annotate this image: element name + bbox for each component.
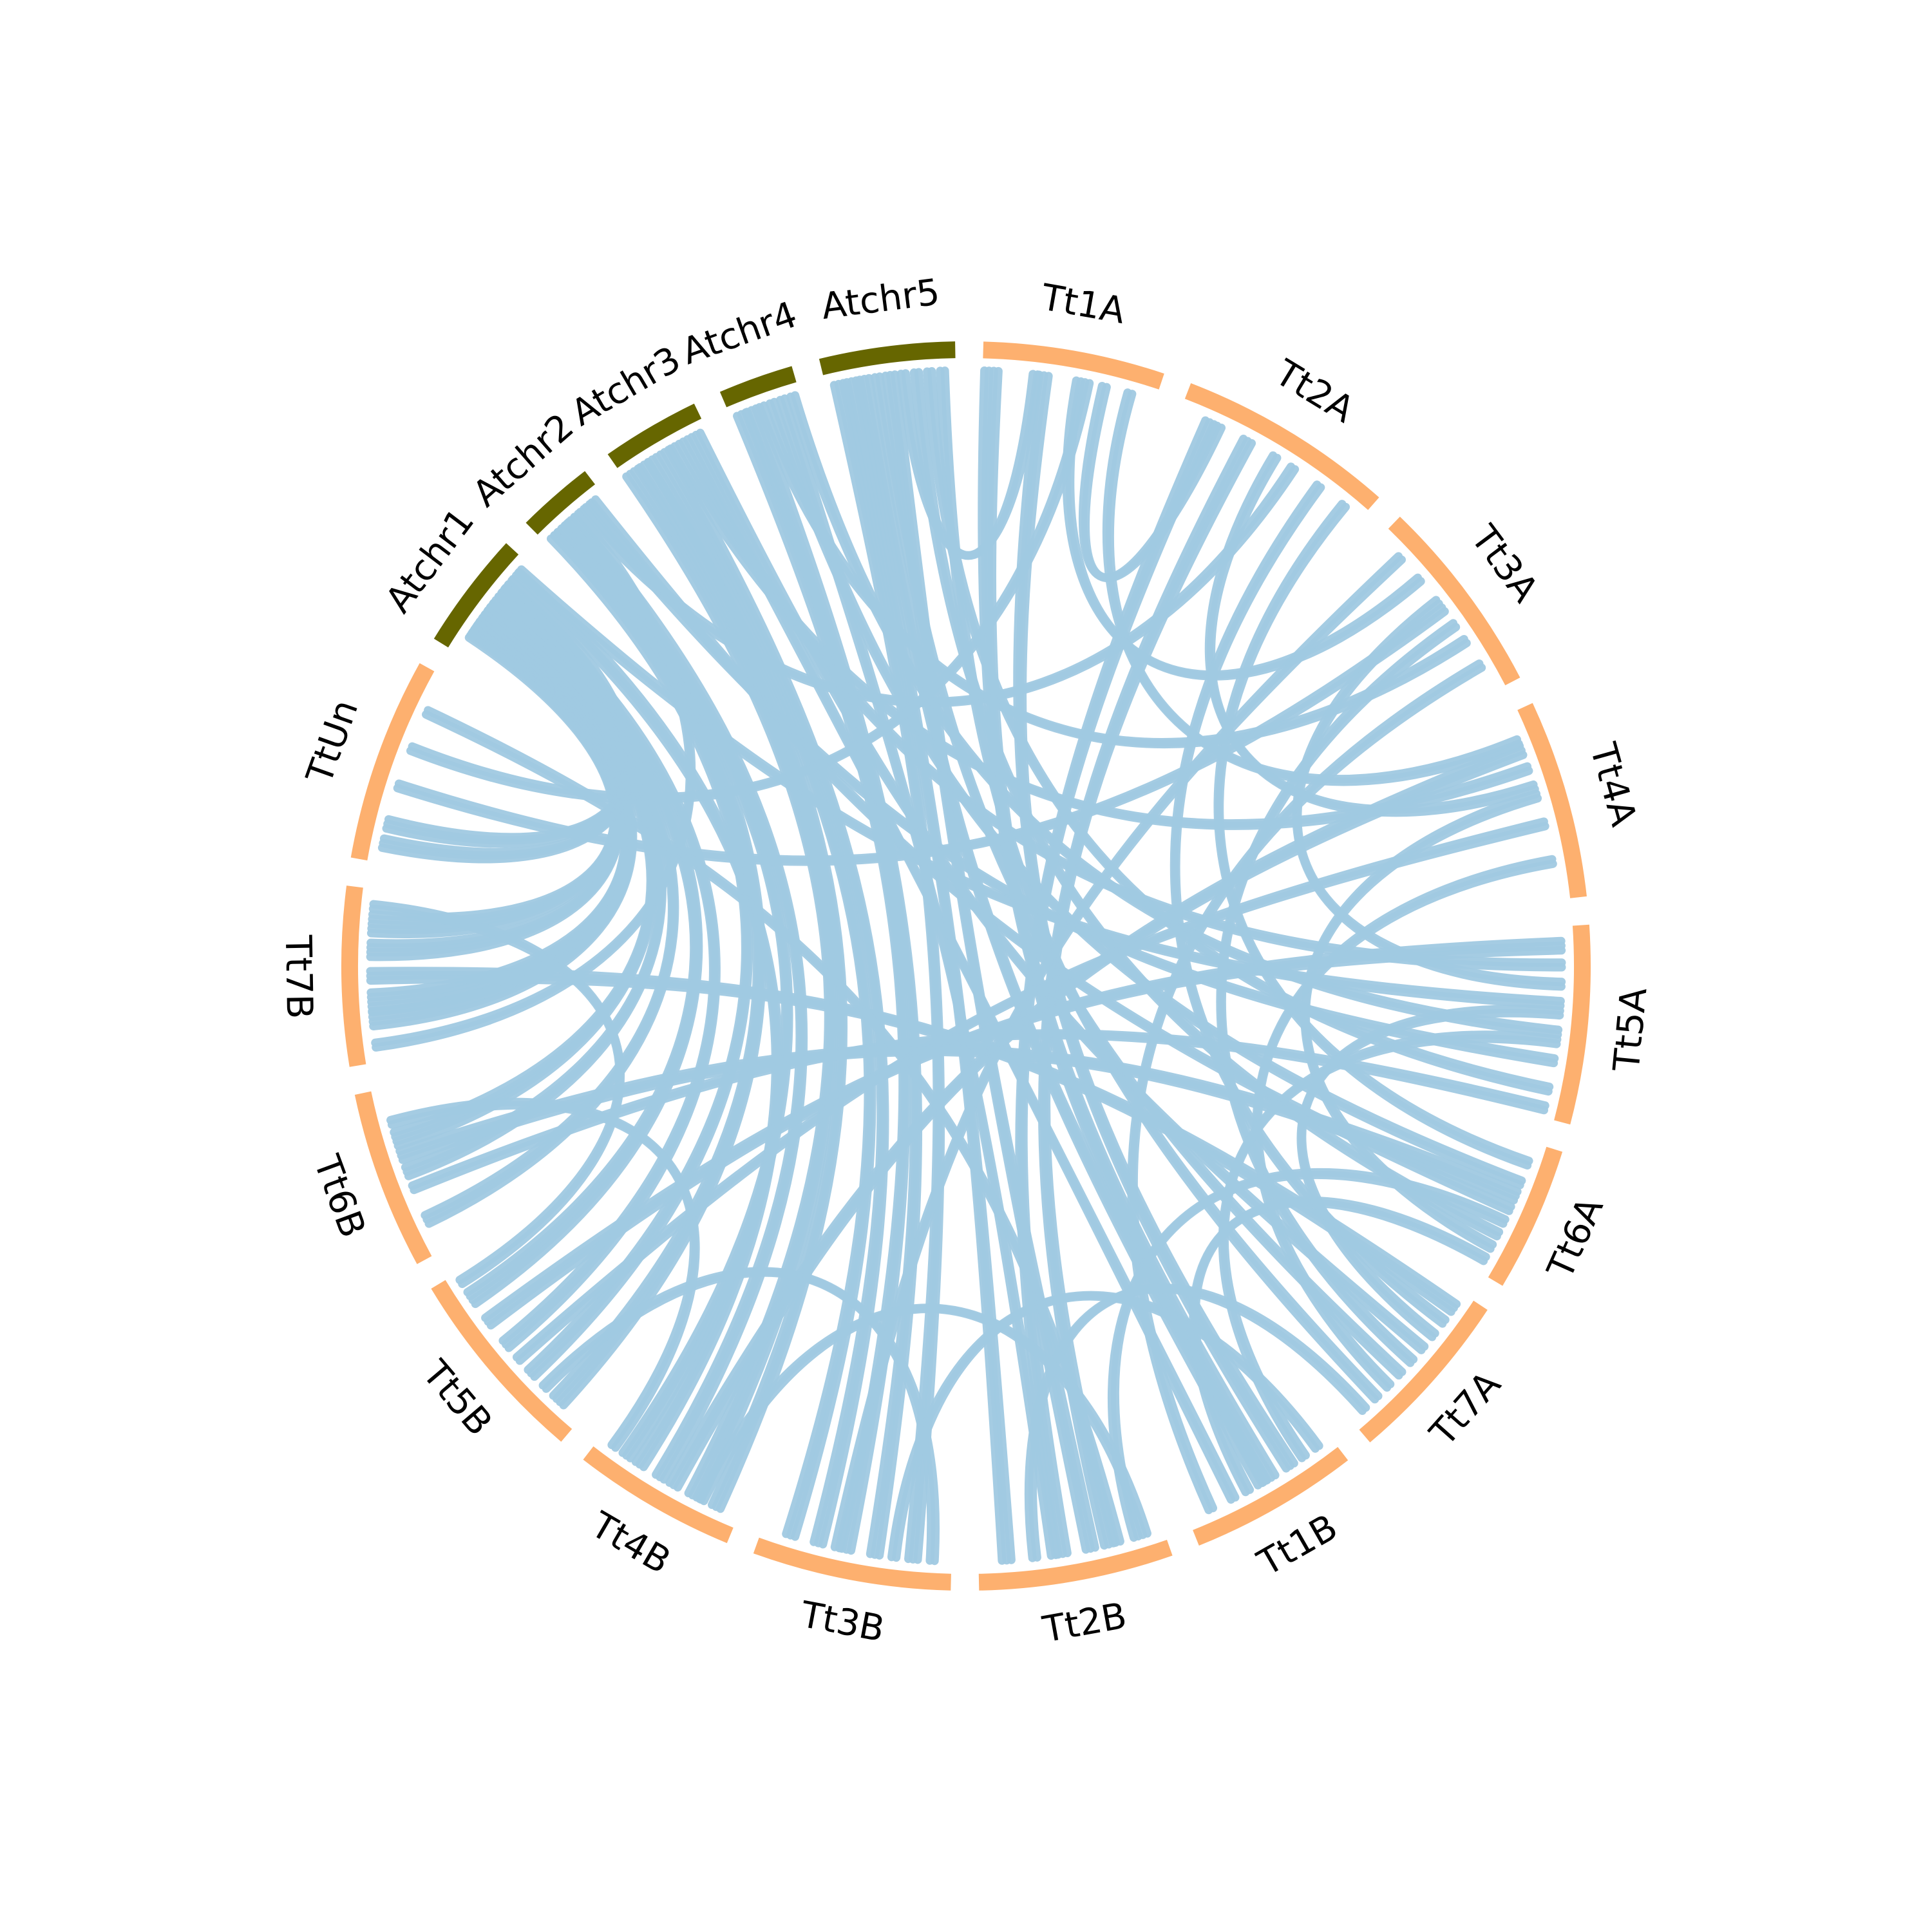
link-strand [424,706,1124,1546]
link-strand [542,1268,936,1565]
link-tt5a-tt1b [1218,1030,1562,1463]
link-strand [752,404,923,1560]
label-tt4b: Tt4B [583,1504,677,1582]
link-strand [1220,1034,1561,1460]
link-tt4a-tt7a [1252,855,1557,1392]
link-atchr5-tt2b [842,376,1016,1565]
label-tt3a: Tt3A [1462,517,1546,610]
link-strand [398,1047,1519,1205]
label-tt6b: Tt6B [305,1150,374,1244]
segment-tt7b [341,886,366,1067]
link-strand [515,822,1549,1365]
link-strand [1106,390,1522,784]
link-ttun-tt3a [393,603,1449,866]
label-tt7b: Tt7B [277,934,320,1019]
link-strand [1130,663,1486,1513]
link-tt6a-tt1b [1189,1197,1490,1497]
segment-tt6b [354,1091,432,1264]
link-ttun-tt2b [421,706,1124,1547]
link-tt6a-tt2b [1108,1168,1510,1542]
label-tt2a: Tt2A [1267,352,1361,431]
segment-tt6a [1488,1146,1563,1286]
label-atchr5: Atchr5 [819,271,942,328]
link-tt5b-tt7b [368,900,625,1289]
segment-tt4a [1517,703,1587,898]
label-atchr4: Atchr4 [677,294,802,373]
segment-tt1a [983,341,1164,390]
segment-tt4b [583,1446,734,1544]
link-strand [394,603,1446,864]
segment-atchr2 [526,471,596,535]
label-tt3b: Tt3B [797,1594,887,1651]
segment-atchr3 [607,403,702,468]
link-tt1a-tt4a [1102,388,1523,786]
link-strand [851,376,1016,1564]
link-strand [368,904,624,1284]
link-strand [1111,1170,1508,1540]
link-strand [673,750,1528,1492]
chromosome-segments [341,341,1591,1591]
segment-tt2b [978,1539,1173,1591]
label-tt2b: Tt2B [1039,1595,1130,1651]
segment-ttun [350,663,435,861]
label-tt6a: Tt6A [1539,1191,1612,1285]
segment-tt7a [1359,1300,1488,1443]
link-strand [570,513,808,1484]
link-tt5a-tt7a [1296,1005,1564,1341]
link-tt4a-tt5b [512,817,1549,1365]
segment-tt1b [1193,1446,1349,1546]
link-strand [1293,600,1566,987]
link-strand [1207,453,1538,814]
link-strand [1217,623,1461,1364]
label-tt1a: Tt1A [1037,276,1128,332]
link-atchr4-tt5a [786,391,1563,1039]
segment-tt3b [753,1537,951,1591]
segment-tt3a [1388,516,1520,686]
link-strand [1298,1009,1564,1338]
segment-atchr4 [719,366,797,408]
link-strand [699,1304,1148,1539]
link-tt3b-tt5b [538,1267,940,1566]
link-atchr3-tt3b [656,446,889,1549]
synteny-links [366,366,1566,1566]
link-atchr2-tt4b [563,513,808,1484]
segment-atchr5 [819,341,956,375]
label-tt1b: Tt1B [1251,1506,1345,1585]
label-tt5a: Tt5A [1605,986,1655,1074]
link-strand [791,391,1563,1034]
segment-tt5a [1554,924,1591,1125]
link-strand [408,378,1090,802]
link-strand [1253,859,1557,1388]
link-tt4b-tt6b [386,1097,700,1452]
link-tt3a-tt1b [1127,659,1486,1515]
label-tt4a: Tt4A [1582,738,1645,831]
segment-atchr1 [433,543,519,648]
link-strand [1215,502,1533,1166]
link-strand [387,1101,698,1450]
link-strand [901,369,1037,560]
link-ttun-tt1a [406,378,1094,804]
link-strand [664,446,889,1549]
link-tt6a-tt6b [395,1044,1522,1205]
link-strand [1191,1198,1488,1494]
link-tt2a-tt4a [1204,451,1539,817]
label-ttun: TtUn [298,694,366,790]
link-atchr5-tt1a [896,369,1042,560]
link-strand [914,368,1504,1236]
segment-tt5b [431,1280,573,1442]
segment-tt2a [1184,383,1379,510]
link-tt2b-tt4b [696,1303,1151,1539]
